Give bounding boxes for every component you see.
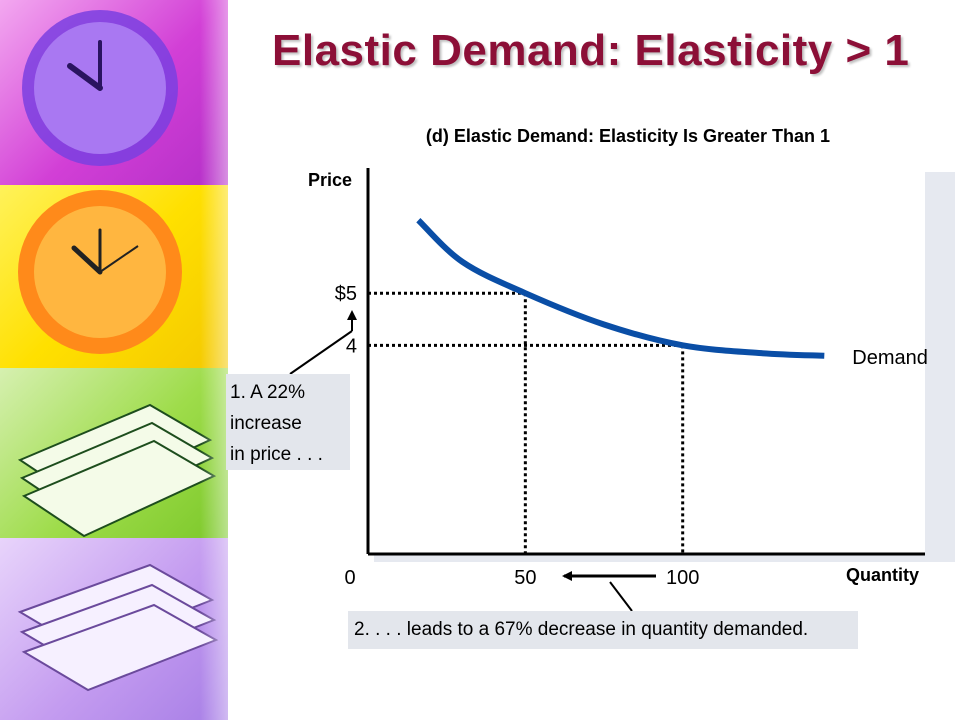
price-increase-line-3: in price . . . <box>230 444 323 465</box>
y-tick-label-0: $5 <box>335 283 357 305</box>
y-axis-label: Price <box>308 170 352 190</box>
chart-title: (d) Elastic Demand: Elasticity Is Greate… <box>426 126 830 146</box>
series-label-demand: Demand <box>852 347 928 369</box>
demand-curve-line <box>416 217 825 359</box>
x-axis-label: Quantity <box>846 565 919 585</box>
slide-title: Elastic Demand: Elasticity > 1 <box>272 26 910 75</box>
origin-label: 0 <box>344 567 355 589</box>
plot-area <box>368 168 925 554</box>
quantity-decrease-callout: 2. . . . leads to a 67% decrease in quan… <box>348 611 858 649</box>
price-increase-line-2: increase <box>230 413 302 434</box>
clock-icon <box>22 10 178 166</box>
price-increase-line-1: 1. A 22% <box>230 382 306 403</box>
strip-artwork <box>17 10 219 692</box>
price-callout-pointer <box>289 330 353 375</box>
alarm-clock-icon <box>18 190 182 354</box>
x-tick-label-0: 50 <box>514 567 536 589</box>
paper-stack-icon-2 <box>17 563 219 692</box>
strip-fade <box>200 0 260 720</box>
x-tick-label-1: 100 <box>666 567 699 589</box>
quantity-callout-pointer <box>609 581 633 612</box>
price-increase-callout: 1. A 22% increase in price . . . <box>226 374 350 470</box>
paper-stack-icon <box>17 403 217 538</box>
y-tick-label-1: 4 <box>346 335 357 357</box>
